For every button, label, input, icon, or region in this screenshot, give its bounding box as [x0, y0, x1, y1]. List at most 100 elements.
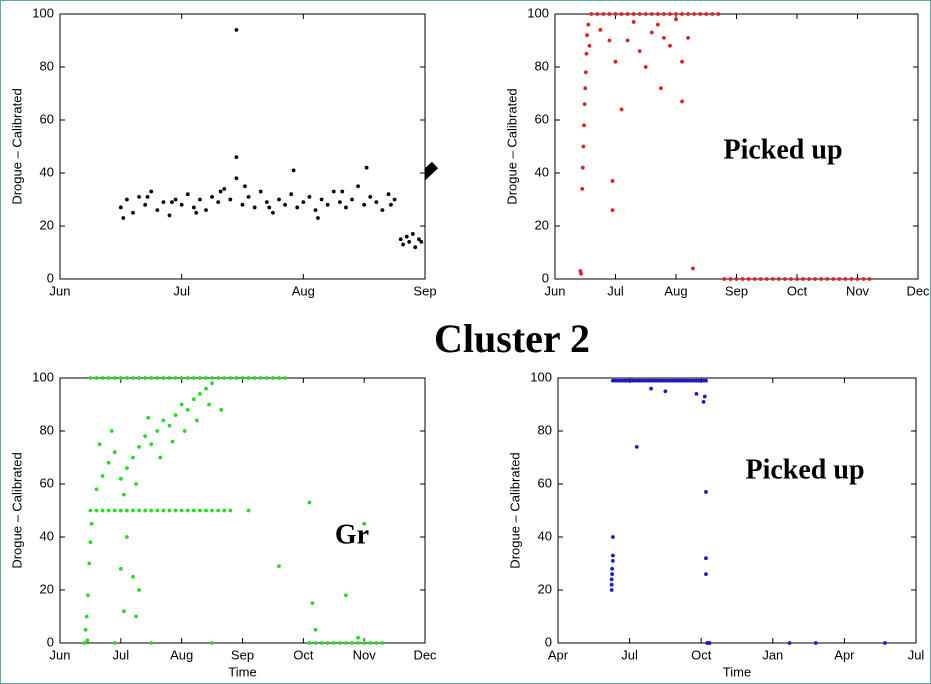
point: [264, 376, 269, 380]
y-tick-label: 80: [538, 422, 552, 437]
point: [222, 508, 227, 513]
point: [319, 197, 324, 202]
point: [613, 59, 618, 64]
point: [356, 641, 360, 645]
point: [185, 376, 190, 380]
point: [819, 277, 824, 281]
point: [716, 12, 721, 16]
point: [131, 376, 135, 380]
point: [631, 20, 636, 24]
point: [89, 521, 94, 526]
point: [583, 70, 588, 75]
point: [155, 376, 160, 380]
x-tick-label: Jul: [908, 647, 925, 662]
point: [121, 216, 126, 220]
slide-title: Cluster 2: [434, 316, 590, 361]
point: [185, 508, 190, 513]
point: [783, 277, 787, 281]
point: [316, 216, 320, 220]
point: [179, 376, 184, 380]
point: [625, 38, 630, 43]
point: [350, 641, 354, 645]
point: [831, 277, 836, 281]
y-tick-label: 40: [535, 164, 549, 179]
point: [701, 399, 706, 404]
point: [100, 474, 105, 478]
point: [310, 601, 315, 606]
point: [106, 460, 111, 465]
y-axis-label: Drogue – Calibrated: [9, 452, 24, 568]
point: [413, 245, 418, 250]
point: [702, 394, 707, 399]
point: [240, 376, 245, 380]
point: [825, 277, 830, 281]
point: [216, 508, 221, 513]
point: [386, 192, 391, 197]
x-tick-label: Sep: [231, 647, 254, 662]
point: [170, 439, 175, 444]
x-tick-label: Jul: [173, 283, 190, 298]
point: [149, 189, 154, 194]
point: [118, 566, 123, 571]
point: [610, 558, 615, 563]
point: [277, 376, 281, 380]
point: [191, 508, 196, 513]
point: [609, 582, 614, 587]
point: [855, 277, 860, 281]
point: [112, 376, 117, 380]
y-tick-label: 0: [47, 270, 54, 285]
point: [167, 423, 172, 428]
point: [337, 200, 342, 205]
point: [204, 508, 208, 513]
point: [331, 641, 336, 645]
point: [609, 588, 614, 592]
x-tick-label: Oct: [691, 647, 712, 662]
point: [364, 165, 369, 170]
point: [691, 266, 695, 271]
x-tick-label: Dec: [906, 283, 930, 298]
point: [94, 508, 99, 513]
point: [246, 376, 251, 380]
point: [252, 376, 257, 380]
point: [109, 429, 114, 433]
point: [106, 508, 111, 513]
point: [704, 490, 708, 494]
y-tick-label: 80: [535, 58, 549, 73]
y-tick-label: 0: [545, 634, 552, 649]
point: [179, 508, 184, 513]
point: [228, 508, 233, 513]
point: [419, 240, 424, 244]
x-axis-label: Time: [723, 664, 751, 679]
point: [610, 208, 615, 213]
point: [173, 508, 178, 513]
point: [161, 200, 166, 205]
point: [134, 614, 138, 619]
point: [204, 208, 208, 213]
point: [161, 508, 166, 513]
point: [401, 242, 405, 247]
point: [686, 12, 690, 16]
point: [210, 376, 214, 380]
point: [88, 540, 93, 545]
point: [758, 277, 763, 281]
point: [861, 277, 866, 281]
x-tick-label: Sep: [413, 283, 436, 298]
y-tick-label: 100: [530, 369, 552, 384]
point: [118, 205, 123, 210]
chart: 0 20 40 60 80 100 Jun Jul Aug Sep Oct Nov Dec Drogue …: [504, 5, 930, 298]
point: [580, 165, 585, 170]
point: [704, 12, 709, 16]
point: [331, 189, 336, 194]
point: [867, 277, 872, 281]
point: [398, 237, 403, 242]
point: [158, 455, 163, 460]
point: [649, 12, 654, 16]
x-tick-label: Jul: [607, 283, 624, 298]
point: [82, 641, 87, 645]
point: [813, 277, 818, 281]
point: [662, 12, 666, 16]
point: [356, 184, 360, 189]
point: [264, 200, 269, 205]
point: [843, 277, 848, 281]
